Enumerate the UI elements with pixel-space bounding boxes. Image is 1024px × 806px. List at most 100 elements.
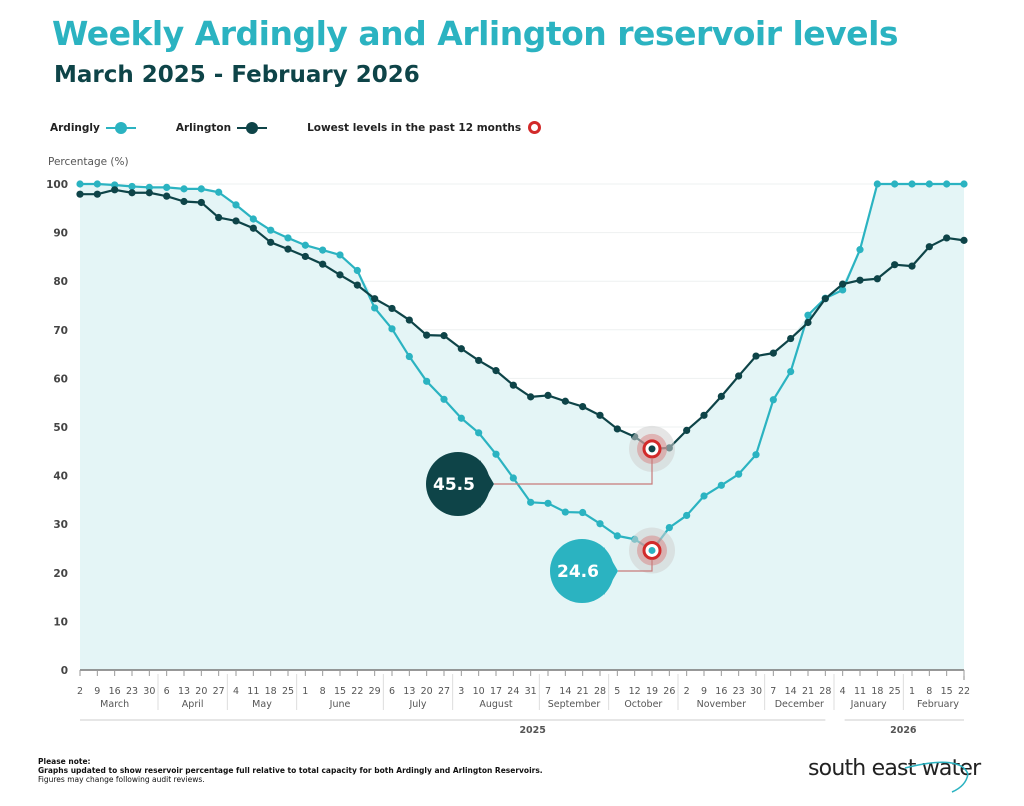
data-point-arlington — [440, 332, 448, 340]
data-point-arlington — [735, 372, 743, 380]
data-point-arlington — [267, 238, 275, 246]
legend-label: Lowest levels in the past 12 months — [307, 121, 522, 134]
data-point-arlington — [804, 318, 812, 327]
data-point-arlington — [579, 402, 587, 411]
series-line-arlington — [80, 188, 965, 450]
x-tick-label: 10 — [473, 686, 485, 697]
data-point-ardingly — [613, 532, 621, 540]
data-point-ardingly — [509, 474, 517, 482]
data-point-ardingly — [319, 246, 327, 254]
data-point-arlington — [457, 345, 465, 353]
year-label: 2025 — [519, 725, 545, 736]
note-line-2: Figures may change following audit revie… — [38, 775, 205, 784]
x-tick-label: 24 — [507, 686, 519, 697]
data-point-arlington — [128, 189, 136, 197]
note-heading: Please note: — [38, 757, 91, 766]
data-point-arlington — [613, 425, 621, 433]
legend-arlington: Arlington — [176, 121, 268, 134]
x-tick-label: 30 — [143, 686, 155, 697]
x-tick-label: 7 — [545, 686, 551, 697]
x-tick-label: 6 — [389, 686, 395, 697]
data-point-ardingly — [128, 182, 136, 191]
data-point-arlington — [163, 192, 171, 200]
callout-value-label: 24.6 — [557, 562, 599, 582]
x-tick-label: 26 — [663, 686, 675, 697]
callout-leader-line — [618, 559, 653, 572]
data-point-ardingly — [405, 352, 413, 361]
y-tick-label: 20 — [53, 568, 68, 580]
data-point-ardingly — [336, 251, 344, 259]
data-point-ardingly — [527, 498, 535, 506]
data-point-ardingly — [839, 286, 847, 294]
data-point-arlington — [76, 190, 84, 198]
data-point-arlington — [93, 190, 101, 198]
data-point-ardingly — [76, 180, 84, 188]
data-point-arlington — [700, 411, 708, 419]
legend: Ardingly Arlington Lowest levels in the … — [50, 121, 581, 134]
year-label: 2026 — [890, 725, 917, 736]
month-label: September — [548, 699, 601, 710]
lowest-point — [648, 445, 656, 453]
y-tick-label: 70 — [53, 325, 68, 337]
data-point-ardingly — [717, 481, 725, 489]
data-point-arlington — [943, 234, 951, 242]
data-point-ardingly — [891, 180, 899, 188]
data-point-arlington — [891, 261, 899, 269]
x-tick-label: 27 — [213, 686, 225, 697]
x-tick-label: 13 — [403, 686, 415, 697]
x-tick-label: 25 — [282, 686, 294, 697]
x-tick-label: 13 — [178, 686, 190, 697]
data-point-arlington — [908, 262, 916, 270]
data-point-ardingly — [596, 520, 604, 528]
chart-title: Weekly Ardingly and Arlington reservoir … — [52, 14, 899, 53]
data-point-ardingly — [735, 470, 743, 478]
data-point-ardingly — [371, 304, 379, 312]
legend-label: Ardingly — [50, 121, 100, 134]
data-point-arlington — [839, 280, 847, 288]
x-tick-label: 16 — [715, 686, 727, 697]
data-point-arlington — [180, 197, 188, 206]
lowest-point — [648, 546, 656, 554]
x-tick-label: 25 — [889, 686, 901, 697]
data-point-ardingly — [579, 508, 587, 517]
series-line-ardingly — [80, 182, 964, 552]
month-label: June — [329, 699, 351, 710]
x-tick-label: 21 — [802, 686, 814, 697]
data-point-arlington — [145, 189, 153, 197]
data-point-arlington — [284, 245, 292, 253]
data-point-arlington — [336, 271, 344, 279]
x-tick-label: 8 — [320, 686, 326, 697]
data-point-ardingly — [284, 234, 292, 242]
data-point-arlington — [769, 349, 777, 357]
data-point-ardingly — [752, 451, 760, 459]
data-point-ardingly — [353, 266, 361, 275]
data-point-ardingly — [787, 367, 795, 376]
data-point-ardingly — [388, 325, 396, 333]
callout-bubble — [550, 539, 614, 603]
data-point-ardingly — [93, 180, 101, 188]
x-tick-label: 4 — [840, 686, 846, 697]
x-tick-label: 21 — [577, 686, 589, 697]
data-point-ardingly — [544, 499, 552, 507]
x-tick-label: 18 — [265, 686, 277, 697]
data-point-ardingly — [804, 311, 812, 319]
x-tick-label: 7 — [770, 686, 776, 697]
data-point-ardingly — [943, 180, 951, 188]
data-point-arlington — [319, 260, 327, 268]
data-point-arlington — [423, 331, 431, 339]
data-point-ardingly — [423, 377, 431, 385]
data-point-ardingly — [492, 450, 500, 458]
data-point-arlington — [787, 334, 795, 343]
data-point-arlington — [544, 391, 552, 400]
data-point-arlington — [215, 213, 223, 222]
x-tick-label: 28 — [594, 686, 606, 697]
y-tick-label: 30 — [53, 519, 68, 531]
data-point-arlington — [561, 397, 569, 405]
data-point-arlington — [371, 295, 379, 303]
x-tick-label: 12 — [629, 686, 641, 697]
data-point-arlington — [111, 186, 119, 194]
x-tick-label: 14 — [559, 686, 571, 697]
month-label: July — [408, 699, 426, 710]
x-tick-label: 22 — [351, 686, 363, 697]
x-tick-label: 16 — [109, 686, 121, 697]
